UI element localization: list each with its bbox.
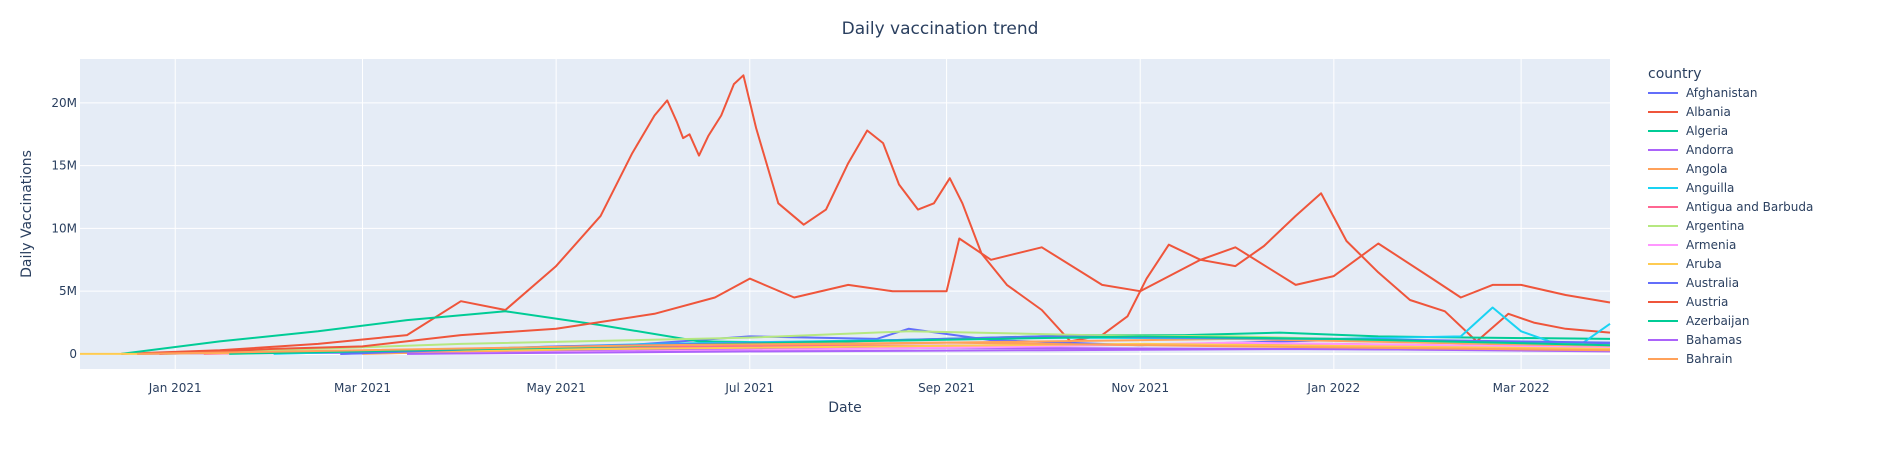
plot-background bbox=[80, 59, 1610, 369]
y-tick-label: 10M bbox=[51, 221, 77, 235]
legend-item[interactable]: Albania bbox=[1686, 105, 1731, 119]
series-line-bahamas bbox=[406, 347, 1611, 355]
legend: country Afghanistan Albania Algeria Andorra… bbox=[1648, 66, 1813, 366]
legend-item[interactable]: Aruba bbox=[1686, 257, 1722, 271]
legend-item[interactable]: Austria bbox=[1686, 295, 1728, 309]
y-tick-label: 5M bbox=[59, 284, 77, 298]
legend-item[interactable]: Australia bbox=[1686, 276, 1739, 290]
legend-item[interactable]: Antigua and Barbuda bbox=[1686, 200, 1813, 214]
series-line-albania bbox=[121, 74, 1611, 355]
x-tick-label: Mar 2021 bbox=[334, 381, 391, 395]
plot-area[interactable] bbox=[80, 59, 1611, 369]
legend-item[interactable]: Argentina bbox=[1686, 219, 1745, 233]
x-tick-label: Nov 2021 bbox=[1111, 381, 1169, 395]
legend-item[interactable]: Algeria bbox=[1686, 124, 1728, 138]
legend-items: Afghanistan Albania Algeria Andorra Angola An… bbox=[1648, 86, 1813, 366]
legend-item[interactable]: Afghanistan bbox=[1686, 86, 1757, 100]
series-lines bbox=[80, 74, 1611, 355]
legend-item[interactable]: Bahamas bbox=[1686, 333, 1742, 347]
grid-lines bbox=[80, 59, 1610, 369]
x-tick-label: Sep 2021 bbox=[918, 381, 975, 395]
y-axis-ticks: 0 5M 10M 15M 20M bbox=[51, 96, 77, 361]
x-tick-label: Jul 2021 bbox=[724, 381, 774, 395]
legend-item[interactable]: Armenia bbox=[1686, 238, 1736, 252]
series-line-bahrain bbox=[137, 341, 1611, 355]
x-axis-ticks: Jan 2021 Mar 2021 May 2021 Jul 2021 Sep 2021… bbox=[148, 381, 1550, 395]
legend-title: country bbox=[1648, 66, 1702, 82]
series-line-aruba bbox=[80, 342, 1611, 355]
x-tick-label: May 2021 bbox=[527, 381, 586, 395]
y-tick-label: 15M bbox=[51, 159, 77, 173]
y-tick-label: 0 bbox=[69, 347, 77, 361]
x-tick-label: Jan 2022 bbox=[1306, 381, 1360, 395]
legend-item[interactable]: Azerbaijan bbox=[1686, 314, 1749, 328]
x-tick-label: Jan 2021 bbox=[148, 381, 202, 395]
legend-item[interactable]: Angola bbox=[1686, 162, 1727, 176]
legend-item[interactable]: Andorra bbox=[1686, 143, 1734, 157]
y-axis-title: Daily Vaccinations bbox=[19, 150, 35, 278]
series-line-austria bbox=[159, 237, 1611, 355]
legend-item[interactable]: Anguilla bbox=[1686, 181, 1734, 195]
chart-title: Daily vaccination trend bbox=[842, 19, 1039, 39]
legend-item[interactable]: Bahrain bbox=[1686, 352, 1732, 366]
x-tick-label: Mar 2022 bbox=[1493, 381, 1550, 395]
y-tick-label: 20M bbox=[51, 96, 77, 110]
x-axis-title: Date bbox=[828, 400, 861, 416]
